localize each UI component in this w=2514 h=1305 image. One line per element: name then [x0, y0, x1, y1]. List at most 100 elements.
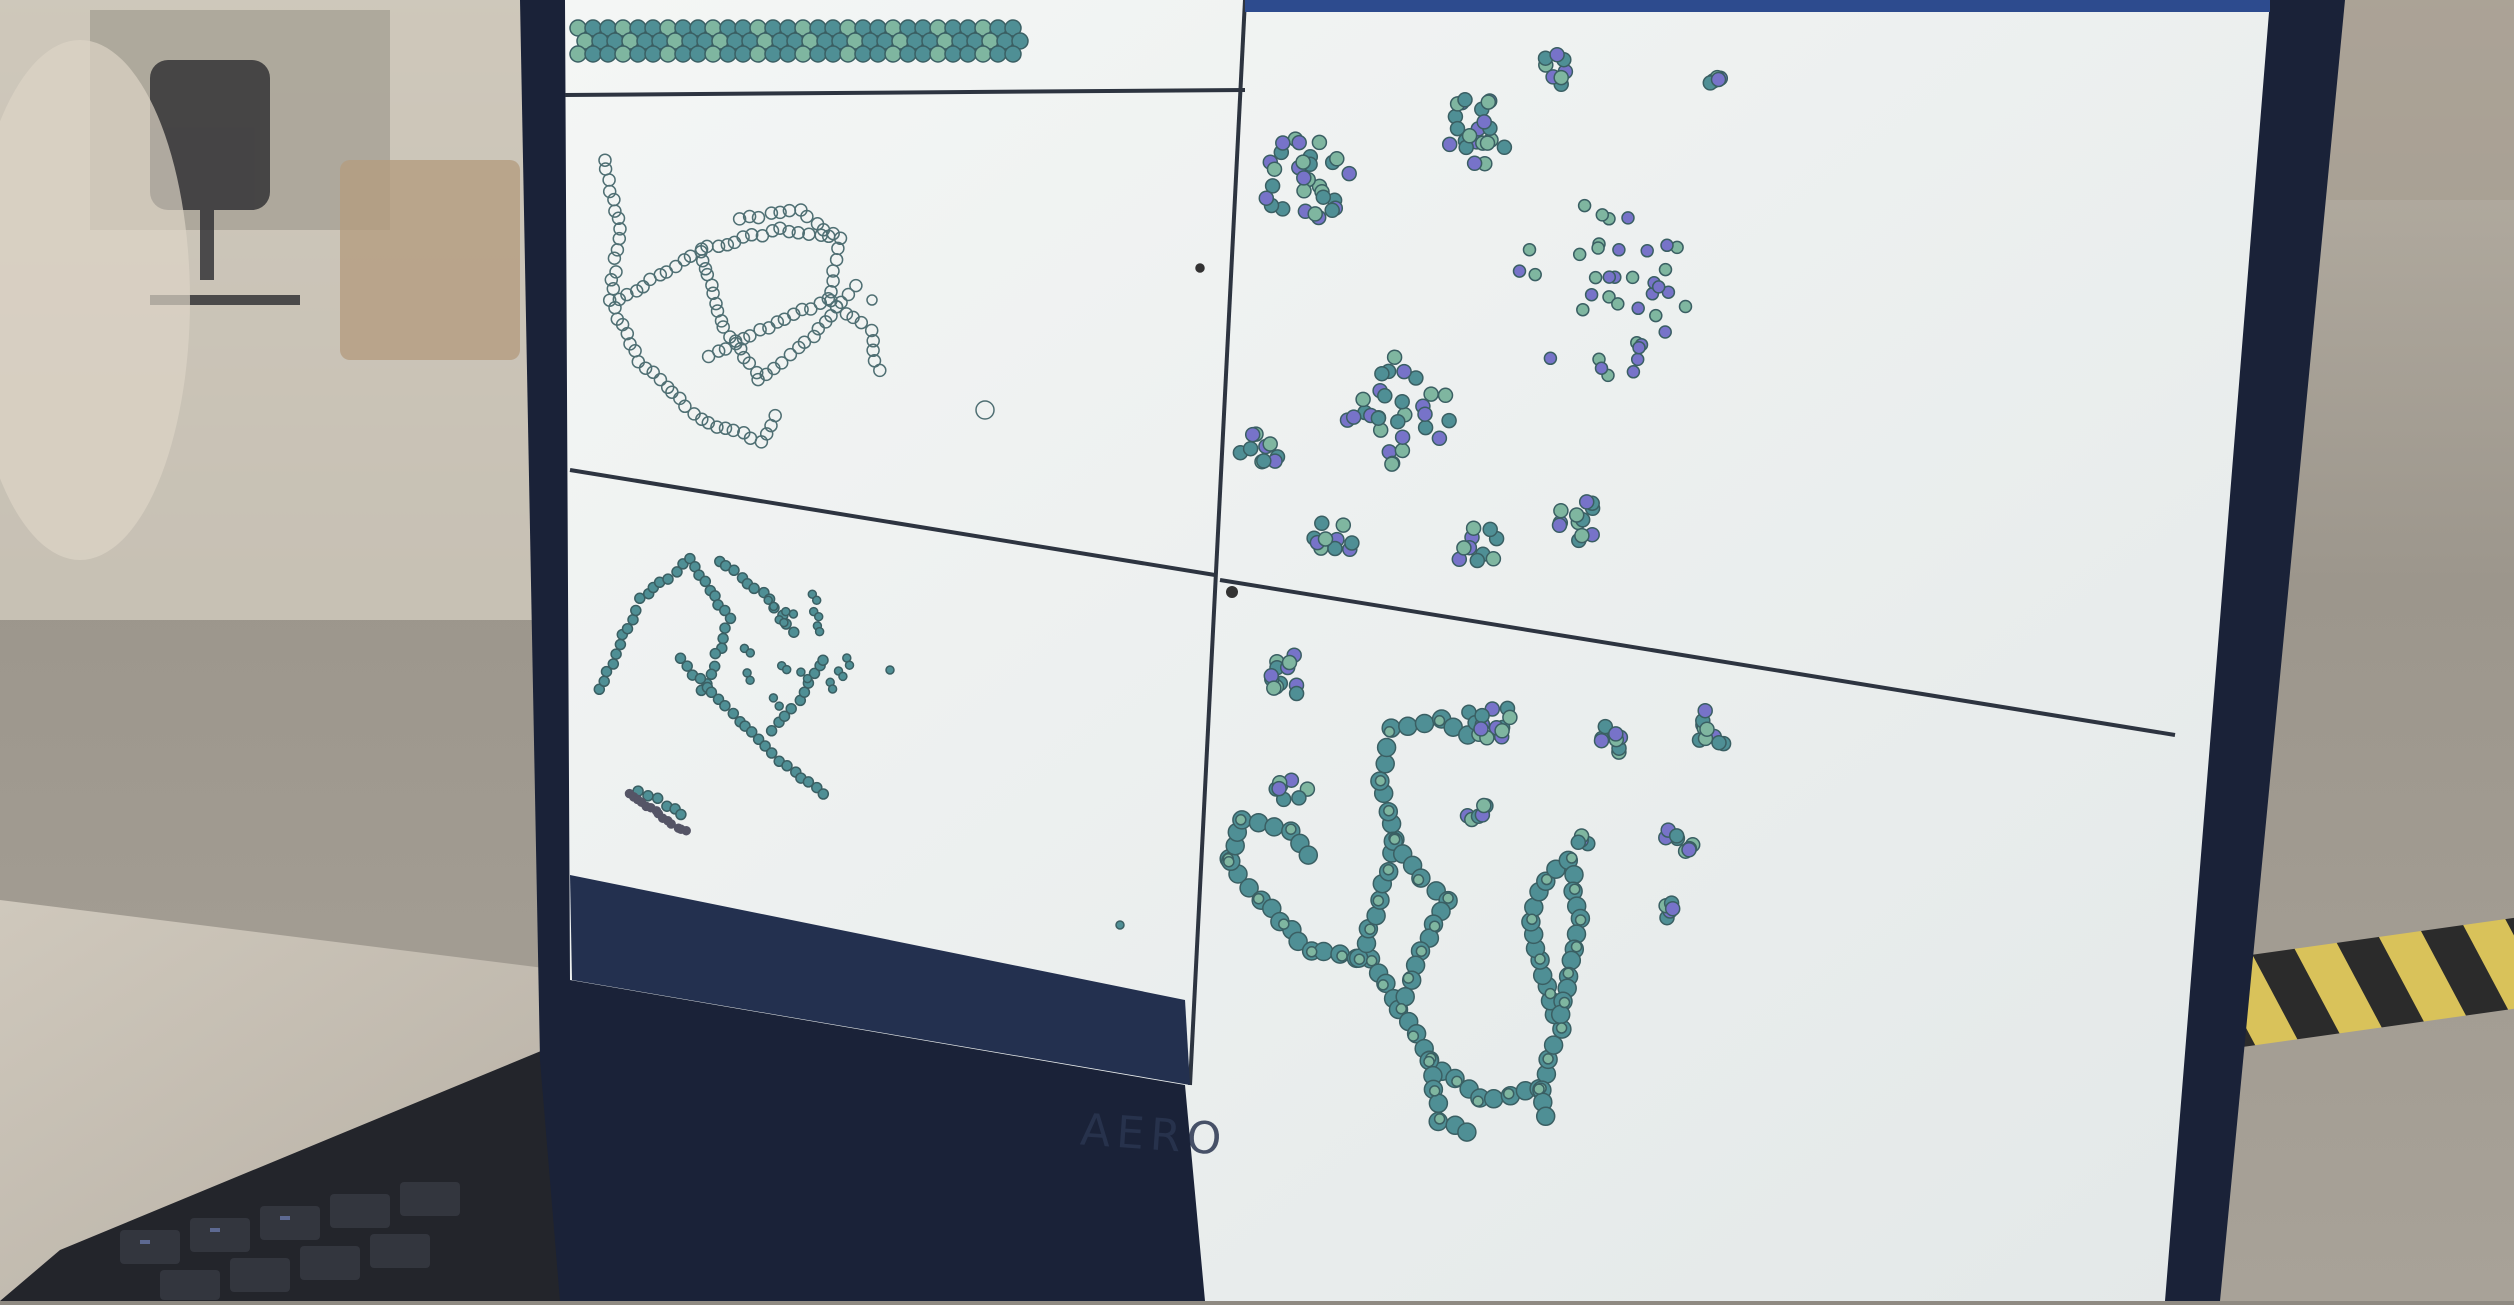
- cell-dot: [797, 335, 812, 349]
- cell-dot: [694, 244, 708, 259]
- cell-dot: [1591, 241, 1605, 255]
- cell-dot: [1562, 967, 1575, 979]
- cell-dot: [607, 251, 622, 265]
- cell-dot: [753, 322, 767, 337]
- cell-dot: [701, 349, 716, 364]
- cell-dot: [1664, 900, 1681, 917]
- cell-dot: [1285, 823, 1297, 835]
- cell-dot: [821, 292, 836, 306]
- cell-dot: [824, 284, 838, 299]
- cell-dot: [1442, 892, 1454, 904]
- cell-dot: [1388, 833, 1401, 846]
- cell-dot: [695, 253, 710, 268]
- cell-dot: [716, 320, 730, 334]
- cell-dot: [854, 315, 869, 330]
- cell-dot: [1602, 270, 1617, 284]
- cell-dot: [1668, 828, 1685, 844]
- cell-dot: [1382, 863, 1395, 876]
- cell-dot: [782, 224, 796, 239]
- cell-dot: [1004, 45, 1022, 63]
- cell-dot: [804, 302, 818, 316]
- cell-dot: [768, 693, 779, 703]
- cell-dot: [1528, 267, 1542, 282]
- cell-dot: [709, 296, 723, 311]
- cell-dot: [638, 361, 653, 375]
- cell-dot: [1465, 520, 1482, 536]
- cell-dot: [1555, 1022, 1568, 1034]
- cell-dot: [781, 606, 791, 617]
- cell-dot: [1611, 297, 1625, 311]
- cell-dot: [844, 660, 855, 670]
- cell-dot: [1558, 996, 1571, 1009]
- cell-dot: [1456, 540, 1472, 556]
- cell-dot: [653, 372, 668, 387]
- cell-dot: [1414, 713, 1435, 734]
- cell-dot: [829, 300, 844, 314]
- cell-dot: [764, 206, 779, 220]
- cell-dot: [1658, 325, 1672, 339]
- cell-dot: [774, 356, 789, 370]
- cell-dot: [1451, 1075, 1463, 1088]
- cell-dot: [811, 321, 826, 336]
- cell-dot: [1344, 535, 1360, 551]
- cell-dot: [791, 226, 806, 240]
- cell-dot: [779, 45, 797, 63]
- cell-dot: [1398, 716, 1418, 737]
- cell-dot: [1574, 914, 1587, 926]
- cell-dot: [1449, 120, 1466, 137]
- window-titlebar: [1245, 0, 2270, 12]
- cell-dot: [695, 412, 709, 427]
- cell-dot: [1681, 842, 1697, 858]
- cell-dot: [629, 45, 647, 63]
- cell-dot: [809, 45, 827, 63]
- cell-dot: [1327, 540, 1343, 557]
- cell-dot: [728, 564, 740, 577]
- cell-dot: [711, 344, 726, 358]
- cell-dot: [1263, 668, 1280, 684]
- cell-dot: [719, 604, 731, 617]
- cell-dot: [811, 595, 822, 606]
- cell-dot: [1561, 950, 1582, 971]
- window-control-dot: [1226, 586, 1238, 598]
- cell-dot: [714, 314, 729, 328]
- cell-dot: [1461, 128, 1478, 144]
- cell-dot: [1423, 386, 1439, 402]
- cell-dot: [1386, 349, 1403, 365]
- cell-dot: [1262, 436, 1278, 452]
- cell-dot: [1576, 302, 1590, 317]
- cell-dot: [1526, 913, 1538, 926]
- cell-dot: [1428, 1093, 1449, 1114]
- cell-dot: [569, 45, 587, 63]
- cell-dot: [1377, 388, 1393, 404]
- cell-dot: [1266, 680, 1282, 696]
- laptop-brand-logo: AERO: [1078, 1104, 1230, 1166]
- cell-dot: [1640, 244, 1654, 258]
- cell-dot: [1457, 1122, 1477, 1142]
- cell-dot: [834, 295, 848, 310]
- cell-dot: [866, 294, 878, 306]
- cell-dot: [929, 45, 947, 63]
- cell-dot: [839, 307, 854, 321]
- cell-dot: [762, 321, 776, 335]
- cell-dot: [607, 658, 620, 670]
- cell-dot: [808, 667, 821, 680]
- cell-dot: [608, 204, 622, 218]
- cell-dot: [1275, 135, 1291, 151]
- cell-dot: [1281, 654, 1298, 671]
- cell-dot: [1278, 918, 1290, 930]
- cell-dot: [1494, 723, 1510, 739]
- cell-dot: [899, 45, 917, 63]
- cell-dot: [794, 45, 812, 63]
- cell-dot: [719, 622, 731, 634]
- cell-dot: [788, 609, 799, 619]
- cell-dot: [1568, 883, 1581, 895]
- cell-dot: [1394, 393, 1410, 410]
- cell-dot: [1329, 151, 1345, 167]
- cell-dot: [813, 296, 828, 310]
- keyboard-backlight: [140, 1216, 290, 1244]
- cell-dot: [807, 589, 818, 599]
- cell-dot: [1242, 440, 1259, 457]
- cell-dot: [1377, 979, 1389, 991]
- cell-dot: [1370, 410, 1387, 426]
